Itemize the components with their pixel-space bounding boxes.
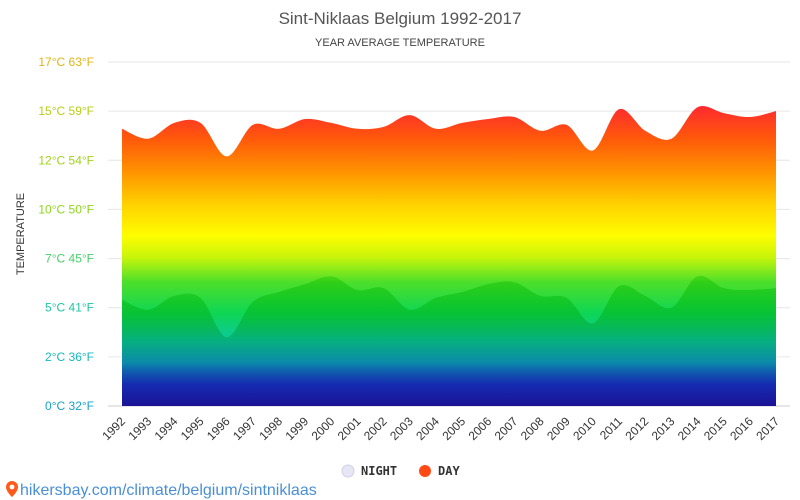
x-tick-label: 1999 bbox=[282, 414, 311, 443]
x-tick-label: 2006 bbox=[466, 414, 495, 443]
y-axis-label: TEMPERATURE bbox=[15, 193, 27, 275]
x-tick-label: 2002 bbox=[361, 414, 390, 443]
y-tick-label: 7°C 45°F bbox=[45, 252, 94, 266]
series-areas bbox=[122, 106, 776, 406]
x-tick-label: 2015 bbox=[701, 414, 730, 443]
series-area-night-overlay bbox=[122, 275, 776, 406]
x-tick-label: 2011 bbox=[597, 414, 625, 442]
x-tick-label: 2005 bbox=[439, 414, 468, 443]
x-tick-label: 2014 bbox=[675, 414, 704, 443]
x-tick-label: 1993 bbox=[125, 414, 154, 443]
x-tick-label: 2016 bbox=[727, 414, 756, 443]
x-tick-label: 2009 bbox=[544, 414, 573, 443]
legend-night-label: NIGHT bbox=[361, 464, 397, 478]
legend-night-marker bbox=[341, 464, 355, 478]
x-tick-label: 2007 bbox=[492, 414, 521, 443]
y-tick-label: 17°C 63°F bbox=[38, 55, 94, 69]
x-tick-label: 1996 bbox=[204, 414, 233, 443]
x-tick-label: 2001 bbox=[335, 414, 364, 443]
y-tick-labels: 0°C 32°F 2°C 36°F 5°C 41°F 7°C 45°F 10°C 50°… bbox=[38, 55, 94, 413]
legend-day-label: DAY bbox=[438, 464, 460, 478]
y-tick-label: 5°C 41°F bbox=[45, 301, 94, 315]
legend-day-marker bbox=[419, 465, 431, 477]
source-link[interactable]: hikersbay.com/climate/belgium/sintniklaa… bbox=[6, 481, 317, 499]
x-tick-label: 2008 bbox=[518, 414, 547, 443]
legend: NIGHT DAY bbox=[341, 464, 460, 478]
x-tick-label: 2017 bbox=[753, 414, 782, 443]
chart-subtitle: YEAR AVERAGE TEMPERATURE bbox=[315, 37, 485, 49]
x-tick-label: 2013 bbox=[649, 414, 678, 443]
x-tick-label: 2004 bbox=[413, 414, 442, 443]
x-tick-label: 2003 bbox=[387, 414, 416, 443]
x-tick-labels: 1992199319941995199619971998199920002001… bbox=[99, 414, 782, 443]
legend-item-night[interactable]: NIGHT bbox=[341, 464, 397, 478]
x-tick-label: 1992 bbox=[99, 414, 128, 443]
y-tick-label: 12°C 54°F bbox=[38, 153, 94, 167]
y-tick-label: 10°C 50°F bbox=[38, 202, 94, 216]
source-url: hikersbay.com/climate/belgium/sintniklaa… bbox=[20, 482, 317, 499]
legend-item-day[interactable]: DAY bbox=[419, 464, 460, 478]
x-tick-label: 1997 bbox=[230, 414, 259, 443]
y-tick-label: 15°C 59°F bbox=[38, 104, 94, 118]
x-tick-label: 1994 bbox=[152, 414, 181, 443]
x-tick-label: 1995 bbox=[178, 414, 207, 443]
x-tick-label: 2010 bbox=[570, 414, 599, 443]
x-tick-label: 2000 bbox=[309, 414, 338, 443]
y-tick-label: 2°C 36°F bbox=[45, 350, 94, 364]
x-tick-label: 1998 bbox=[256, 414, 285, 443]
map-pin-icon bbox=[6, 481, 18, 497]
x-tick-label: 2012 bbox=[623, 414, 652, 443]
y-tick-label: 0°C 32°F bbox=[45, 399, 94, 413]
chart-title: Sint-Niklaas Belgium 1992-2017 bbox=[279, 9, 522, 28]
